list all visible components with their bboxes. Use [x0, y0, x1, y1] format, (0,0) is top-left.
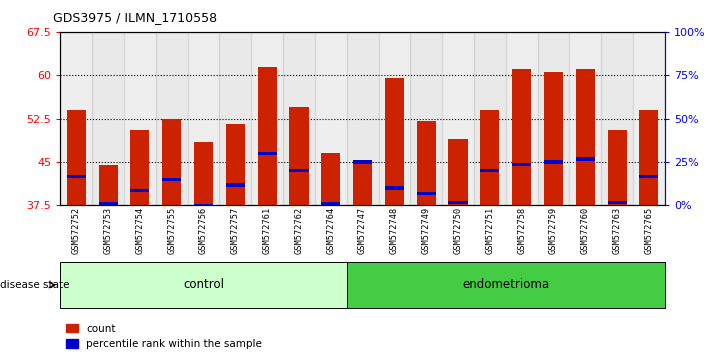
Bar	[481, 169, 499, 172]
Bar	[124, 32, 156, 205]
Bar	[92, 32, 124, 205]
Bar	[226, 124, 245, 205]
Bar	[607, 130, 626, 205]
Bar	[512, 163, 531, 166]
Bar	[289, 107, 309, 205]
Bar	[257, 152, 277, 155]
Bar	[607, 201, 626, 204]
Bar	[188, 32, 220, 205]
Bar	[347, 262, 665, 308]
Bar	[156, 32, 188, 205]
Bar	[633, 32, 665, 205]
Bar	[194, 142, 213, 205]
Bar	[347, 32, 378, 205]
Bar	[60, 32, 92, 205]
Text: disease state: disease state	[0, 280, 70, 290]
Bar	[538, 32, 570, 205]
Bar	[251, 32, 283, 205]
Bar	[162, 119, 181, 205]
Bar	[576, 158, 595, 161]
Bar	[512, 69, 531, 205]
Bar	[60, 262, 347, 308]
Bar	[506, 32, 538, 205]
Bar	[283, 32, 315, 205]
Legend: count, percentile rank within the sample: count, percentile rank within the sample	[65, 324, 262, 349]
Text: GDS3975 / ILMN_1710558: GDS3975 / ILMN_1710558	[53, 11, 218, 24]
Bar	[257, 67, 277, 205]
Bar	[576, 69, 595, 205]
Bar	[99, 165, 118, 205]
Bar	[226, 183, 245, 187]
Bar	[385, 186, 404, 189]
Bar	[353, 162, 372, 205]
Bar	[130, 130, 149, 205]
Bar	[321, 153, 341, 205]
Bar	[481, 110, 499, 205]
Bar	[194, 204, 213, 207]
Bar	[602, 32, 633, 205]
Bar	[570, 32, 602, 205]
Bar	[353, 160, 372, 164]
Bar	[474, 32, 506, 205]
Bar	[67, 110, 86, 205]
Bar	[544, 72, 563, 205]
Text: endometrioma: endometrioma	[462, 279, 550, 291]
Bar	[417, 192, 436, 195]
Bar	[130, 189, 149, 193]
Bar	[220, 32, 251, 205]
Bar	[639, 110, 658, 205]
Bar	[385, 78, 404, 205]
Bar	[315, 32, 347, 205]
Bar	[378, 32, 410, 205]
Bar	[67, 175, 86, 178]
Bar	[162, 178, 181, 181]
Bar	[99, 202, 118, 205]
Bar	[442, 32, 474, 205]
Text: control: control	[183, 279, 224, 291]
Bar	[449, 139, 468, 205]
Bar	[289, 169, 309, 172]
Bar	[544, 160, 563, 164]
Bar	[449, 201, 468, 204]
Bar	[410, 32, 442, 205]
Bar	[417, 121, 436, 205]
Bar	[321, 202, 341, 205]
Bar	[639, 175, 658, 178]
